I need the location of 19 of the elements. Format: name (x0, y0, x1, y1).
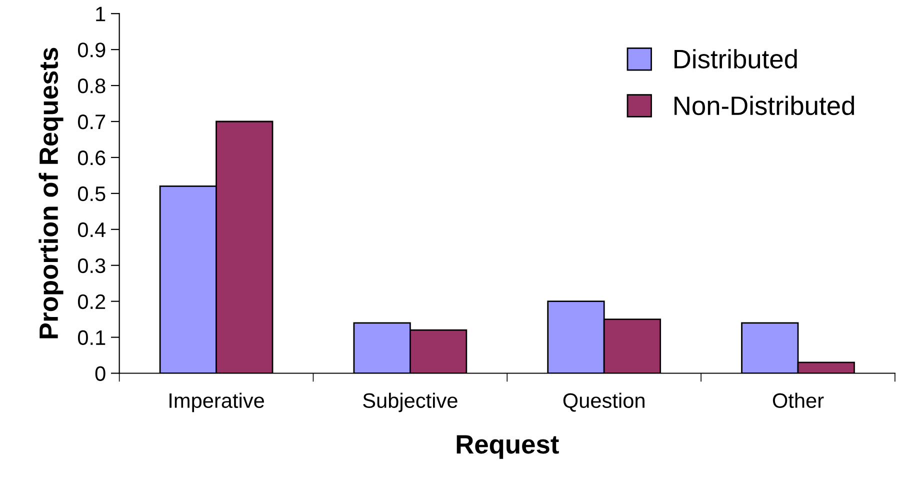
y-tick-label: 0.6 (78, 150, 106, 166)
y-tick-label: 0.2 (78, 294, 106, 310)
x-tick-label: Other (772, 392, 824, 408)
y-tick-label: 0 (95, 366, 106, 381)
y-tick-label: 0.5 (78, 186, 106, 202)
y-tick-label: 0.1 (78, 330, 106, 346)
x-axis-title: Request (456, 435, 559, 459)
x-tick-label: Subjective (363, 392, 458, 412)
y-tick-label: 0.4 (78, 222, 106, 238)
y-tick-label: 0.8 (78, 78, 106, 94)
y-tick-label: 1 (96, 6, 106, 22)
x-tick-label: Imperative (170, 392, 264, 412)
legend-label: Distributed (674, 49, 797, 68)
y-tick-label: 0.9 (78, 42, 106, 58)
x-tick-label: Question (563, 392, 644, 412)
legend-label: Non-Distributed (674, 96, 854, 116)
y-tick-label: 0.3 (78, 258, 106, 274)
y-axis-title: Proportion of Requests (38, 48, 64, 338)
y-tick-label: 0.7 (78, 114, 106, 130)
